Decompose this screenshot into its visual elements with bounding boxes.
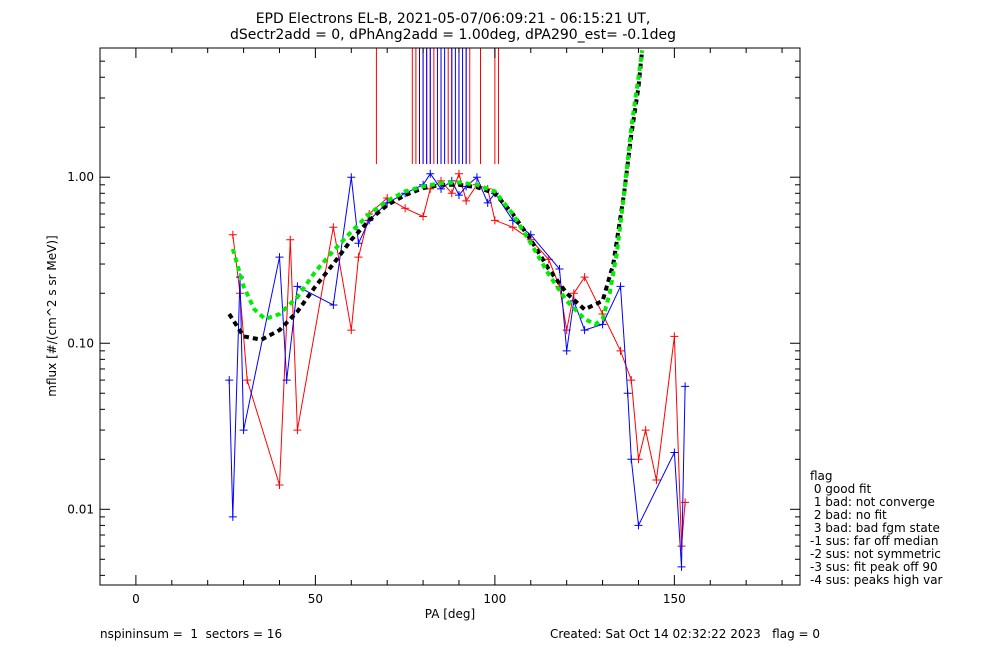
legend: flag 0 good fit 1 bad: not converge 2 ba… (810, 470, 942, 587)
series-0-point-16 (454, 169, 463, 178)
series-0-point-17 (462, 196, 471, 205)
legend-entry-3: 3 bad: bad fgm state (810, 521, 940, 535)
series-1-point-4 (275, 253, 284, 262)
legend-title: flag (810, 469, 833, 483)
legend-entry-1: 1 bad: not converge (810, 495, 935, 509)
y-tick-label-0: 0.01 (67, 502, 94, 516)
series-1-line (228, 172, 686, 567)
x-axis-label: PA [deg] (425, 607, 475, 621)
series-1-point-17 (454, 191, 463, 200)
series-1-point-30 (623, 389, 632, 398)
series-0-point-3 (275, 481, 284, 490)
series-0-point-0 (228, 230, 237, 239)
legend-entry-5: -2 sus: not symmetric (810, 547, 941, 561)
series-0-point-31 (634, 455, 643, 464)
series-1-point-24 (555, 265, 564, 274)
series-1-point-20 (483, 198, 492, 207)
series-1-point-31 (627, 455, 636, 464)
series-1-point-28 (598, 320, 607, 329)
series-0-point-5 (293, 426, 302, 435)
series-0-point-15 (447, 189, 456, 198)
series-1-point-3 (239, 426, 248, 435)
series-0-point-34 (670, 332, 679, 341)
series-1-point-0 (225, 376, 234, 385)
series-0-point-27 (580, 273, 589, 282)
series-0-point-30 (627, 376, 636, 385)
y-tick-label-2: 1.00 (67, 170, 94, 184)
series-0-point-26 (569, 289, 578, 298)
chart-subtitle: dSectr2add = 0, dPhAng2add = 1.00deg, dP… (230, 27, 676, 43)
series-1-point-5 (282, 376, 291, 385)
series-0-point-29 (616, 346, 625, 355)
data-series (225, 50, 690, 571)
series-0-point-4 (286, 235, 295, 244)
series-0-line (232, 172, 686, 547)
series-1-point-29 (616, 282, 625, 291)
y-axis: 0.01 0.10 1.00 (67, 47, 800, 576)
x-tick-label-0: 0 (132, 592, 140, 606)
series-1-point-19 (472, 173, 481, 182)
plot-frame (99, 47, 801, 586)
series-1-point-8 (347, 173, 356, 182)
legend-entry-0: 0 good fit (810, 482, 872, 496)
series-1-point-25 (562, 346, 571, 355)
series-0-point-20 (490, 216, 499, 225)
series-0-point-6 (329, 223, 338, 232)
chart-title: EPD Electrons EL-B, 2021-05-07/06:09:21 … (256, 11, 651, 27)
series-0-point-2 (243, 376, 252, 385)
series-0-point-8 (354, 253, 363, 262)
legend-entry-2: 2 bad: no fit (810, 508, 887, 522)
series-1-point-6 (293, 282, 302, 291)
x-axis: 0 50 100 150 (132, 48, 783, 606)
series-1-point-1 (228, 512, 237, 521)
legend-entry-7: -4 sus: peaks high var (810, 573, 943, 587)
x-tick-label-3: 150 (663, 592, 686, 606)
series-2-line (227, 50, 645, 342)
legend-entry-6: -3 sus: fit peak off 90 (810, 560, 938, 574)
y-axis-label: mflux [#/(cm^2 s sr MeV)] (45, 235, 59, 396)
series-1-point-33 (670, 448, 679, 457)
series-1-point-34 (677, 562, 686, 571)
series-1-point-32 (634, 521, 643, 530)
footer-right: Created: Sat Oct 14 02:32:22 2023 flag =… (550, 627, 821, 641)
series-1-point-27 (580, 326, 589, 335)
series-0-point-11 (401, 204, 410, 213)
footer-left: nspininsum = 1 sectors = 16 (100, 627, 283, 641)
series-1-point-7 (329, 300, 338, 309)
series-0-point-12 (419, 212, 428, 221)
series-1-point-35 (681, 382, 690, 391)
series-1-point-14 (426, 169, 435, 178)
series-1-point-9 (354, 239, 363, 248)
x-tick-label-1: 50 (308, 592, 323, 606)
series-0-point-32 (641, 426, 650, 435)
y-tick-label-1: 0.10 (67, 336, 94, 350)
series-0-point-33 (652, 476, 661, 485)
series-0-point-21 (508, 223, 517, 232)
vertical-lines (375, 48, 499, 165)
series-0-point-7 (347, 326, 356, 335)
x-tick-label-2: 100 (483, 592, 506, 606)
series-3-line (230, 50, 645, 327)
legend-entry-4: -1 sus: far off median (810, 534, 939, 548)
